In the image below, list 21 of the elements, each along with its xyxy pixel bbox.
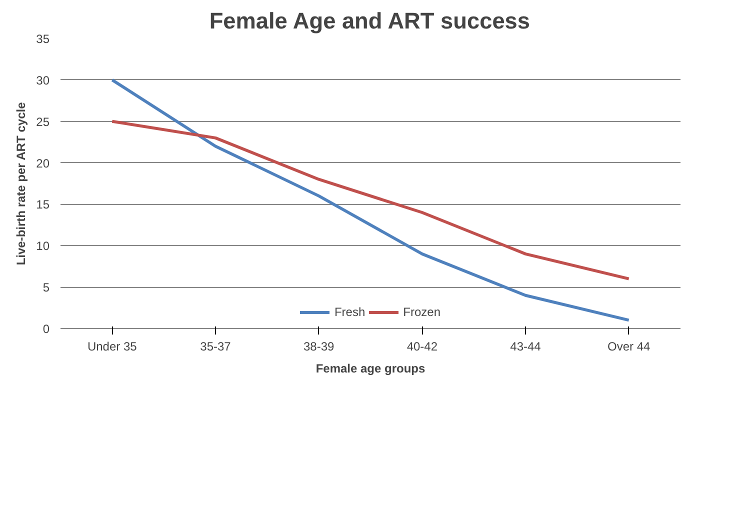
y-tick-label: 15: [36, 198, 50, 212]
chart-title: Female Age and ART success: [209, 8, 530, 34]
x-tick-label: Over 44: [607, 340, 650, 354]
y-tick-label: 20: [36, 156, 50, 170]
x-tick-label: 35-37: [200, 340, 232, 354]
y-axis-title: Live-birth rate per ART cycle: [14, 102, 28, 266]
y-tick-label: 10: [36, 239, 50, 254]
line-series: [110, 120, 630, 280]
y-tick-label: 35: [36, 32, 50, 46]
legend-label: Fresh: [334, 305, 366, 319]
y-tick-label: 30: [36, 73, 50, 88]
y-tick-label: 25: [36, 114, 50, 129]
x-tick-label: 40-42: [406, 340, 438, 354]
line-series: [110, 78, 630, 322]
x-tick-label: 43-44: [510, 340, 542, 354]
x-axis-title: Female age groups: [316, 362, 426, 376]
x-tick-label: Under 35: [87, 340, 138, 354]
legend-label: Frozen: [403, 305, 441, 319]
y-tick-label: 5: [42, 280, 50, 295]
x-tick-label: 38-39: [303, 340, 335, 354]
y-tick-label: 0: [42, 322, 50, 336]
